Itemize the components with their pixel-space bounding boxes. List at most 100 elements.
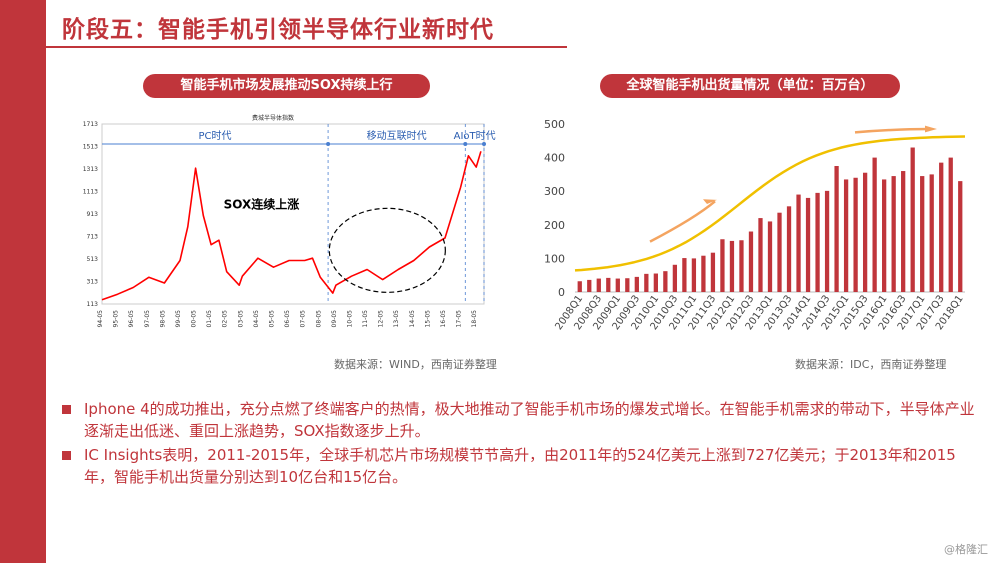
x-tick-label: 04-05: [253, 310, 260, 328]
x-tick-label: 12-05: [378, 310, 385, 328]
x-tick-label: 10-05: [346, 310, 353, 328]
x-tick-label: 11-05: [362, 310, 369, 328]
shipment-bar: [948, 157, 953, 292]
growth-arrow-head: [703, 199, 717, 204]
watermark: @格隆汇: [944, 543, 988, 556]
sox-annotation: SOX连续上涨: [224, 197, 300, 212]
right-panel-title: 全球智能手机出货量情况（单位：百万台）: [600, 74, 900, 98]
x-tick-label: 14-05: [409, 310, 416, 328]
y-tick-label: 100: [544, 252, 565, 265]
shipment-bar: [729, 240, 735, 292]
plateau-arrow: [854, 127, 931, 134]
era-label: PC时代: [199, 130, 232, 142]
y-tick-label: 1113: [83, 189, 98, 196]
x-tick-label: 18-05: [471, 310, 478, 328]
y-tick-label: 1713: [83, 121, 98, 128]
x-tick-label: 06-05: [284, 310, 291, 328]
y-tick-label: 513: [87, 256, 99, 263]
y-tick-label: 0: [558, 286, 565, 299]
shipment-bar: [615, 278, 620, 292]
left-panel-title: 智能手机市场发展推动SOX持续上行: [143, 74, 430, 98]
shipment-bar: [805, 197, 811, 292]
shipment-bar: [587, 279, 592, 292]
era-marker: [326, 142, 331, 146]
bullet-item: IC Insights表明，2011-2015年，全球手机芯片市场规模节节高升，…: [62, 444, 977, 488]
x-tick-label: 03-05: [237, 310, 244, 328]
title-underline: [46, 46, 567, 48]
shipment-bar: [777, 212, 782, 292]
shipment-bar: [891, 176, 896, 292]
y-tick-label: 200: [544, 219, 565, 232]
bullet-square-icon: [62, 451, 71, 460]
era-label: 移动互联时代: [367, 129, 427, 142]
shipment-bar: [872, 157, 877, 292]
x-tick-label: 17-05: [456, 310, 463, 328]
shipment-bar: [701, 255, 706, 292]
growth-arrow: [649, 200, 716, 243]
shipment-bar: [920, 176, 925, 292]
bullet-square-icon: [62, 405, 71, 414]
shipment-bar: [901, 171, 906, 292]
shipment-bar: [929, 174, 934, 292]
y-tick-label: 113: [87, 301, 99, 308]
sox-line-chart: 费城半导体指数 113 313 513 713 913 1113 1313 1513 1713 PC…: [83, 114, 496, 328]
shipment-bar: [625, 278, 630, 292]
left-accent-bar: [0, 0, 46, 563]
shipment-bar: [710, 252, 716, 292]
y-tick-label: 313: [87, 279, 99, 286]
x-tick-label: 16-05: [440, 310, 447, 328]
x-tick-label: 97-05: [144, 310, 151, 328]
shipment-bar: [796, 194, 801, 292]
shipment-bar: [862, 172, 868, 292]
shipment-bar: [577, 281, 582, 292]
bullet-text: Iphone 4的成功推出，充分点燃了终端客户的热情，极大地推动了智能手机市场的…: [84, 400, 975, 440]
x-tick-label: 99-05: [175, 310, 182, 328]
shipment-bar: [767, 221, 773, 292]
shipments-bar-chart: 01002003004005002008Q12008Q32009Q12009Q3…: [544, 118, 966, 332]
shipment-bar: [739, 240, 744, 292]
shipment-bar: [596, 278, 601, 292]
y-tick-label: 500: [544, 118, 565, 131]
x-tick-label: 96-05: [128, 310, 135, 328]
x-tick-label: 08-05: [315, 310, 322, 328]
shipment-bar: [758, 218, 763, 292]
shipment-bar: [691, 258, 697, 292]
x-tick-label: 09-05: [331, 310, 338, 328]
x-tick-label: 01-05: [206, 310, 213, 328]
x-tick-label: 02-05: [222, 310, 229, 328]
x-tick-label: 95-05: [113, 310, 120, 328]
chart-title: 费城半导体指数: [252, 114, 294, 122]
x-tick-label: 07-05: [300, 310, 307, 328]
y-tick-label: 913: [87, 211, 99, 218]
shipment-bar: [786, 206, 792, 292]
shipment-bar: [958, 181, 963, 292]
shipment-bar: [853, 177, 858, 292]
sox-series-line: [101, 151, 482, 301]
shipment-bar: [910, 147, 915, 292]
shipment-bar: [606, 277, 611, 292]
x-tick-label: 94-05: [97, 310, 104, 328]
plateau-arrow-head: [925, 125, 937, 133]
x-tick-label: 00-05: [191, 310, 198, 328]
dashed-ellipse: [328, 207, 446, 293]
shipment-bar: [682, 258, 687, 292]
bullet-text: IC Insights表明，2011-2015年，全球手机芯片市场规模节节高升，…: [84, 446, 956, 486]
left-source-note: 数据来源：WIND，西南证券整理: [334, 358, 497, 371]
era-marker: [482, 142, 486, 146]
y-tick-label: 1513: [83, 144, 98, 151]
shipment-bar: [720, 239, 725, 292]
era-marker: [463, 142, 468, 146]
shipment-bar: [815, 192, 820, 292]
shipment-bar: [939, 162, 944, 292]
shipment-bar: [663, 271, 668, 292]
shipment-bar: [644, 273, 649, 292]
y-tick-label: 400: [544, 152, 565, 165]
shipment-bar: [834, 166, 839, 292]
x-tick-label: 15-05: [424, 310, 431, 328]
shipment-bar: [748, 231, 754, 292]
shipment-bar: [672, 264, 678, 292]
shipment-bar: [653, 273, 658, 292]
shipment-bar: [824, 190, 830, 292]
plot-frame: [101, 123, 485, 305]
right-source-note: 数据来源：IDC，西南证券整理: [795, 358, 947, 371]
